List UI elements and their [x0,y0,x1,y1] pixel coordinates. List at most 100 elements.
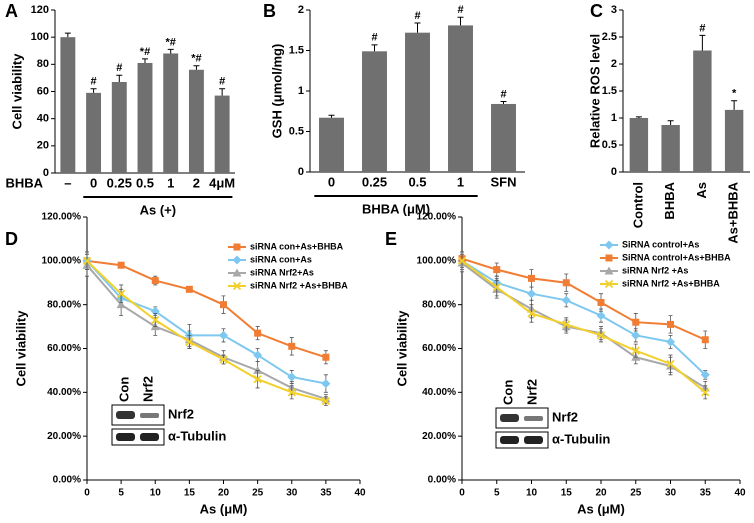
legend-marker [232,255,242,265]
panel-letter: D [5,229,18,249]
x-tick-label: 1 [457,174,464,189]
y-tick-label: 3 [611,4,617,16]
error-bar [116,74,123,82]
marker [287,372,297,382]
marker [185,337,194,347]
marker [150,306,160,316]
marker [254,329,262,337]
blot-band [140,413,159,418]
y-axis-label: Cell viability [394,310,409,387]
annotation: # [371,32,377,44]
group-label: BHBA (μM) [362,201,430,216]
bar [214,95,230,173]
x-tick-label: BHBA [662,181,677,219]
y-tick-label: 1 [298,85,304,97]
marker [527,309,536,318]
bar [137,62,153,173]
group-label: As (+) [140,202,176,217]
error-bar [64,32,71,38]
marker [151,315,160,325]
marker [631,346,640,355]
x-tick-label: 0.25 [362,174,387,189]
x-axis-label: As (μM) [577,501,625,516]
blot-band [116,411,135,419]
legend-marker [605,254,613,262]
x-tick-label: 5 [494,488,500,499]
marker [185,285,193,293]
x-tick-label: 0.5 [408,174,426,189]
y-tick-label: 20.00% [422,431,456,442]
annotation: # [699,22,705,34]
marker [632,318,640,326]
bar [661,125,680,172]
y-tick-label: 0.5 [289,125,304,137]
marker [596,311,606,321]
y-tick-label: 100.00% [417,255,457,266]
y-tick-label: 40.00% [47,387,81,398]
y-axis-label: Cell viability [9,53,24,130]
x-tick-label: 4μM [209,175,235,190]
series-line [86,260,327,385]
blot-band [116,433,135,441]
marker [457,256,467,265]
marker [287,388,296,397]
marker [701,336,709,344]
marker [116,300,126,309]
inset-row-label: Nrf2 [168,406,194,421]
marker [562,279,570,287]
x-tick-label: 40 [354,488,366,499]
x-tick-label: As+BHBA [726,181,741,243]
legend-label: siRNA Nrf2 +As+BHBA [622,278,720,288]
legend-label: siRNA con+As+BHBA [250,241,344,251]
y-axis-label: GSH (μmol/mg) [269,44,284,139]
marker [321,379,331,389]
error-bar [414,22,421,33]
series-line [461,257,706,341]
x-tick-label: 30 [286,488,298,499]
blot-frame [495,407,549,429]
x-tick-label: 40 [734,488,746,499]
blot-band [524,416,543,421]
y-tick-label: 40 [37,113,49,125]
x-tick-label: Control [630,182,645,228]
x-tick-label: 10 [150,488,162,499]
blot-band [524,436,543,444]
x-tick-label: 1 [167,175,174,190]
y-tick-label: 0 [43,167,49,179]
panel-letter: B [263,1,276,21]
error-bar [219,88,226,96]
x-tick-label: 20 [595,488,607,499]
annotation: *# [191,53,201,65]
annotation: # [219,76,225,88]
series-line [461,260,706,394]
error-bar [328,114,335,118]
x-tick-label: 10 [526,488,538,499]
y-tick-label: 20 [37,140,49,152]
x-tick-label: 5 [118,488,124,499]
y-tick-label: 80.00% [422,299,456,310]
legend-marker [232,281,242,291]
marker [700,370,710,380]
legend-marker [604,279,614,289]
y-tick-label: 40.00% [422,387,456,398]
x-tick-label: 15 [184,488,196,499]
error-bar [699,34,706,51]
x-tick-label: 0 [459,488,465,499]
marker [321,396,331,406]
marker [219,355,228,364]
panel-letter: C [590,1,603,21]
marker [82,256,92,265]
y-tick-label: 80.00% [47,299,81,310]
legend-label: siRNA con+As [250,254,312,264]
bar [163,53,179,173]
x-tick-label: 35 [700,488,712,499]
legend-label: siRNA Nrf2+As [250,267,314,277]
legend-label: SiRNA control+As+BHBA [622,252,731,262]
marker [117,261,125,269]
legend-label: siRNA Nrf2 +As+BHBA [250,280,348,290]
x-tick-label: 25 [252,488,264,499]
annotation: # [91,76,97,88]
y-tick-label: 20.00% [47,431,81,442]
y-tick-label: 1.5 [602,85,617,97]
